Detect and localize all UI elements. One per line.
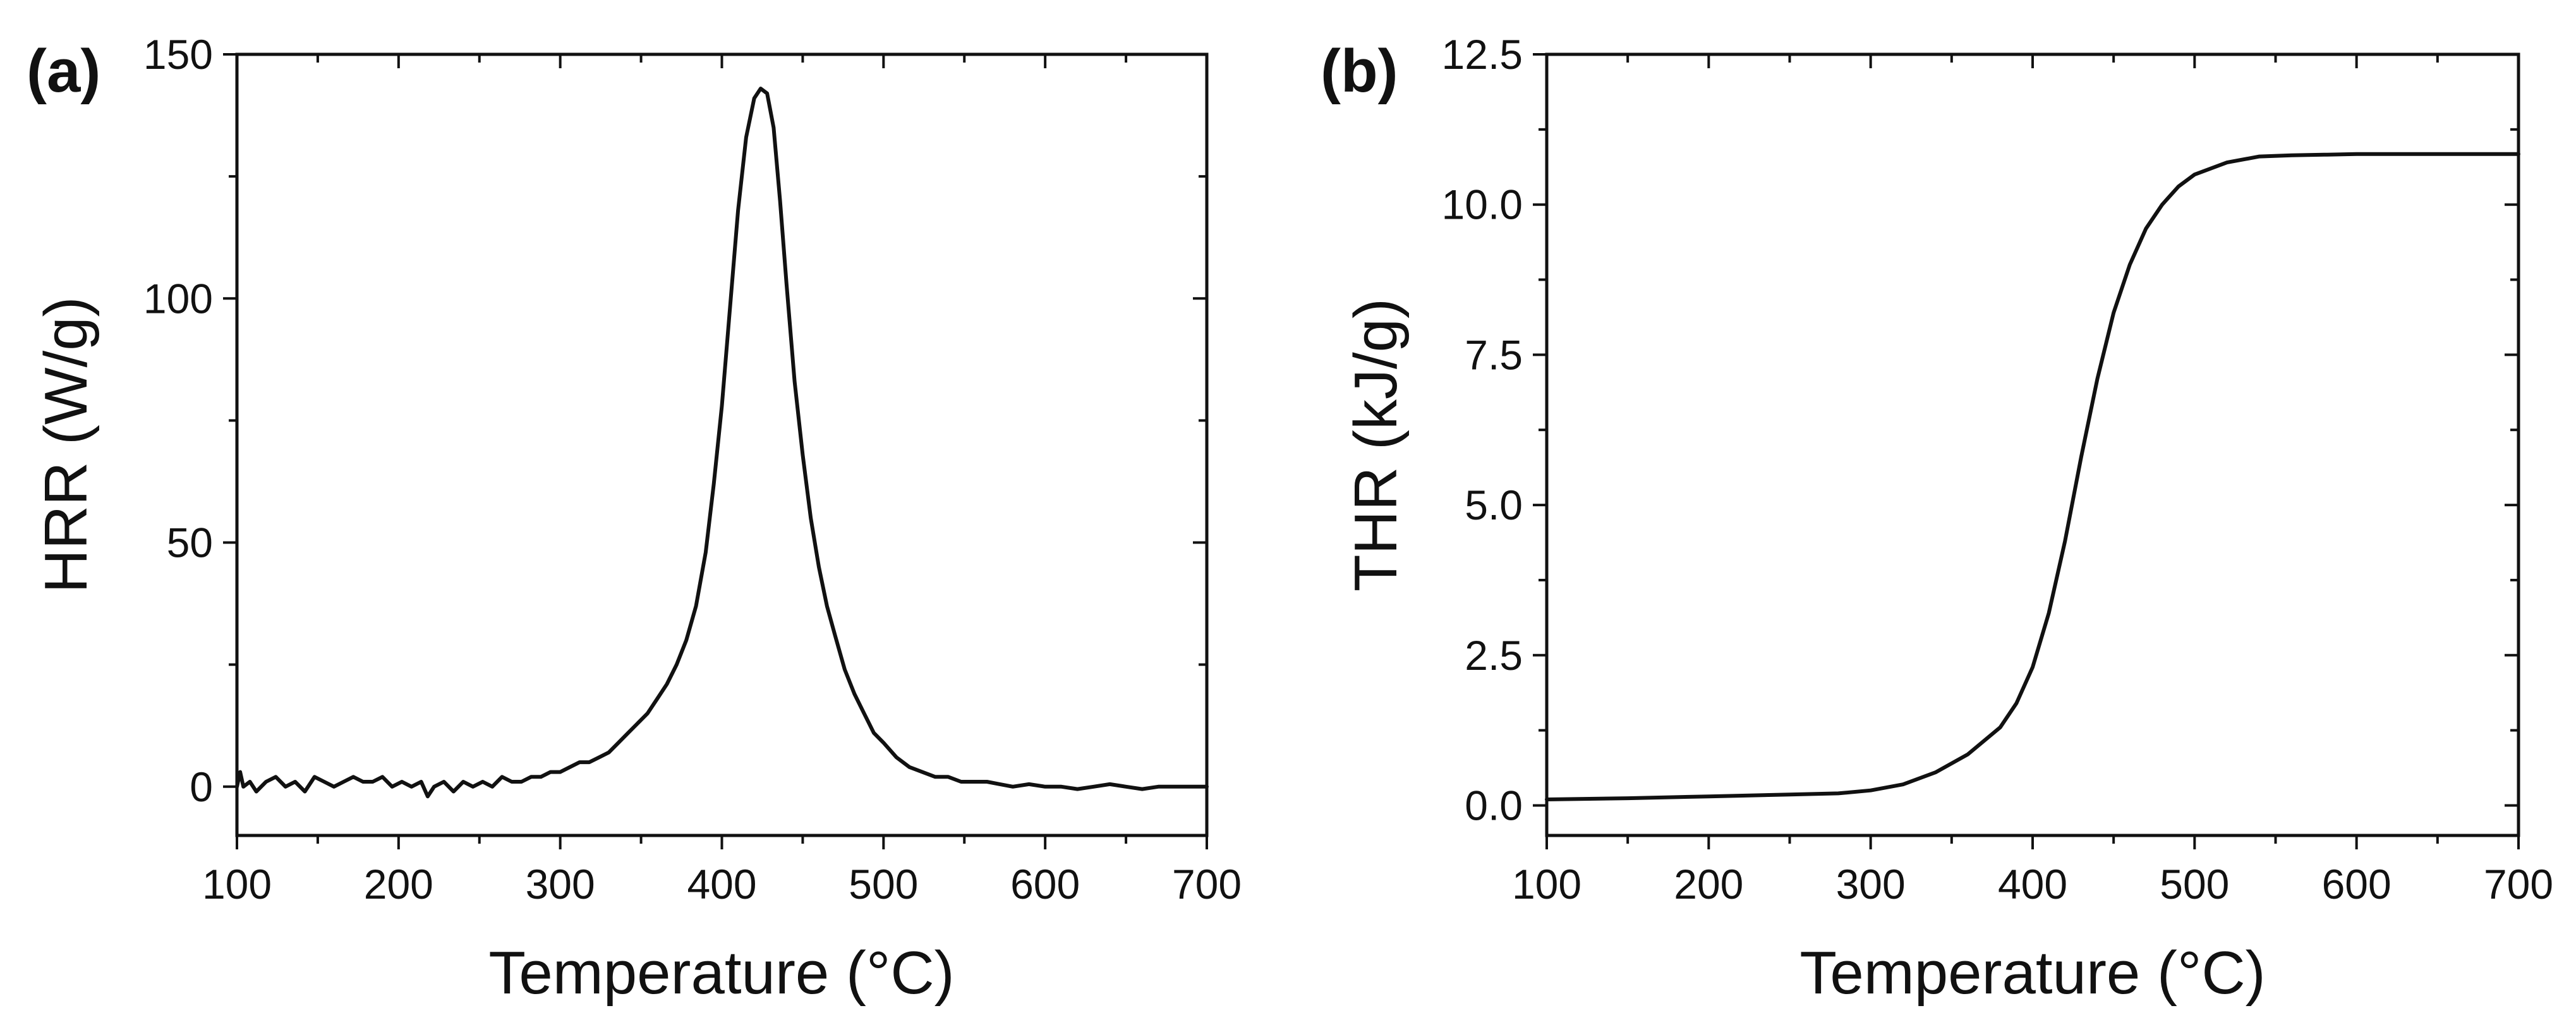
thr-y-tick-label: 12.5 bbox=[1442, 31, 1523, 78]
panel-a-hrr-chart: (a) 100 200 300 400 500 600 700 0 50 100 150 Temp… bbox=[27, 31, 1242, 1007]
panel-b-plot-frame bbox=[1545, 52, 2520, 837]
thr-x-tick-label: 100 bbox=[1512, 861, 1581, 908]
hrr-x-tick-label: 600 bbox=[1010, 861, 1080, 908]
panel-b-y-axis-label: THR (kJ/g) bbox=[1342, 298, 1410, 592]
panel-a-y-axis-label: HRR (W/g) bbox=[32, 296, 100, 593]
panel-b-label: (b) bbox=[1321, 37, 1398, 105]
hrr-y-tick-label: 50 bbox=[167, 519, 213, 566]
panel-a-x-tick-labels: 100 200 300 400 500 600 700 bbox=[202, 861, 1242, 908]
panel-b-x-axis-label: Temperature (°C) bbox=[1799, 939, 2265, 1007]
panel-b-thr-chart: (b) 100 200 300 400 500 600 700 0.0 2.5 5.0 7.5 10… bbox=[1321, 31, 2553, 1007]
panel-a-y-tick-labels: 0 50 100 150 bbox=[143, 31, 213, 810]
thr-x-tick-label: 400 bbox=[1998, 861, 2067, 908]
thr-curve bbox=[1545, 152, 2520, 801]
thr-x-tick-label: 300 bbox=[1836, 861, 1906, 908]
hrr-y-tick-label: 150 bbox=[143, 31, 213, 78]
panel-b-x-tick-labels: 100 200 300 400 500 600 700 bbox=[1512, 861, 2553, 908]
hrr-x-tick-label: 300 bbox=[526, 861, 595, 908]
thr-x-tick-label: 200 bbox=[1674, 861, 1743, 908]
panel-a-label: (a) bbox=[27, 37, 100, 105]
panel-b-tick-marks bbox=[1533, 53, 2520, 849]
panel-a-tick-marks bbox=[223, 53, 1208, 849]
thr-y-tick-label: 5.0 bbox=[1465, 482, 1523, 528]
hrr-curve bbox=[235, 87, 1209, 799]
hrr-x-tick-label: 500 bbox=[849, 861, 918, 908]
thr-y-tick-label: 2.5 bbox=[1465, 632, 1523, 679]
thr-x-tick-label: 600 bbox=[2322, 861, 2392, 908]
hrr-x-tick-label: 400 bbox=[687, 861, 756, 908]
panel-a-x-axis-label: Temperature (°C) bbox=[488, 939, 954, 1007]
panel-a-plot-frame bbox=[235, 52, 1209, 837]
panel-b-y-tick-labels: 0.0 2.5 5.0 7.5 10.0 12.5 bbox=[1442, 31, 1523, 829]
thr-y-tick-label: 0.0 bbox=[1465, 782, 1523, 829]
hrr-y-tick-label: 0 bbox=[190, 763, 213, 810]
hrr-x-tick-label: 700 bbox=[1172, 861, 1242, 908]
hrr-y-tick-label: 100 bbox=[143, 275, 213, 322]
thr-x-tick-label: 700 bbox=[2484, 861, 2553, 908]
thr-x-tick-label: 500 bbox=[2160, 861, 2229, 908]
hrr-x-tick-label: 200 bbox=[364, 861, 433, 908]
thr-y-tick-label: 10.0 bbox=[1442, 181, 1523, 228]
thr-y-tick-label: 7.5 bbox=[1465, 331, 1523, 378]
hrr-x-tick-label: 100 bbox=[202, 861, 272, 908]
